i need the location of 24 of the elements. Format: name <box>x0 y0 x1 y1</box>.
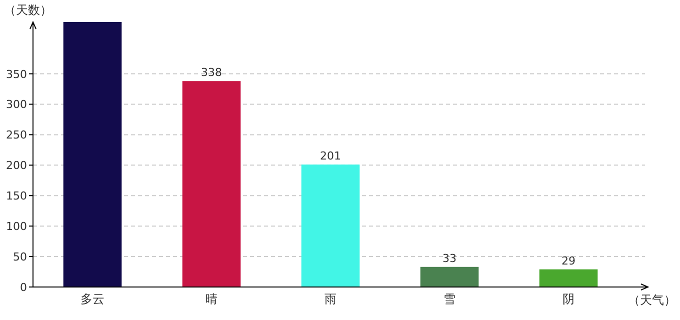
x-tick-label: 晴 <box>206 292 218 306</box>
x-tick-label: 多云 <box>80 292 104 306</box>
bar <box>63 22 122 287</box>
y-tick-label: 250 <box>6 128 27 142</box>
y-tick-label: 0 <box>20 281 27 294</box>
y-tick-label: 100 <box>6 220 27 234</box>
y-tick-label: 200 <box>6 159 27 172</box>
bar <box>301 164 360 287</box>
y-tick-label: 150 <box>6 190 27 203</box>
y-axis-title: （天数） <box>4 3 52 17</box>
y-tick-label: 350 <box>6 68 27 81</box>
x-tick-label: 雨 <box>324 292 336 306</box>
x-axis-title: （天气） <box>628 293 676 307</box>
data-label: 33 <box>442 252 456 265</box>
data-label: 201 <box>320 150 341 163</box>
y-tick-label: 50 <box>13 250 27 264</box>
bar <box>539 269 598 287</box>
bar <box>420 266 479 287</box>
y-tick-label: 300 <box>6 98 27 112</box>
data-label: 29 <box>562 254 576 268</box>
x-tick-label: 阴 <box>562 292 574 306</box>
x-tick-label: 雪 <box>444 292 456 306</box>
data-label: 338 <box>201 66 222 80</box>
bar <box>182 81 241 287</box>
